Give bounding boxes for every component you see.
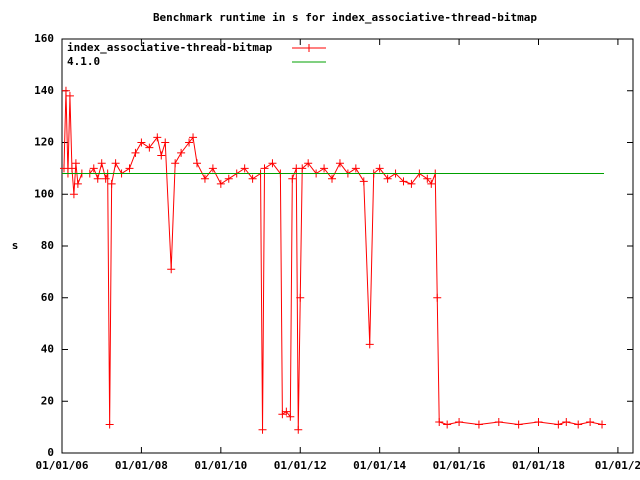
- legend-marker: [305, 44, 313, 52]
- point-marker: [177, 148, 186, 157]
- point-marker: [107, 179, 116, 188]
- point-marker: [554, 420, 563, 429]
- x-tick-label: 01/01/18: [512, 459, 565, 472]
- point-marker: [534, 417, 543, 426]
- point-marker: [157, 151, 166, 160]
- point-marker: [514, 420, 523, 429]
- x-tick-label: 01/01/12: [274, 459, 327, 472]
- y-tick-label: 60: [41, 291, 54, 304]
- point-marker: [137, 138, 146, 147]
- point-marker: [131, 148, 140, 157]
- point-marker: [375, 164, 384, 173]
- y-tick-label: 20: [41, 394, 54, 407]
- point-marker: [161, 138, 170, 147]
- y-tick-label: 0: [47, 446, 54, 459]
- point-marker: [111, 159, 120, 168]
- x-tick-label: 01/01/08: [115, 459, 168, 472]
- point-marker: [258, 425, 267, 434]
- x-tick-label: 01/01/16: [433, 459, 486, 472]
- point-marker: [286, 412, 295, 421]
- point-marker: [586, 417, 595, 426]
- point-marker: [67, 164, 76, 173]
- point-marker: [189, 133, 198, 142]
- point-marker: [455, 417, 464, 426]
- point-marker: [304, 159, 313, 168]
- point-marker: [328, 174, 337, 183]
- point-marker: [435, 417, 444, 426]
- point-marker: [73, 179, 82, 188]
- point-marker: [598, 420, 607, 429]
- point-marker: [474, 420, 483, 429]
- point-marker: [335, 159, 344, 168]
- x-tick-label: 01/01/06: [36, 459, 89, 472]
- point-marker: [562, 417, 571, 426]
- y-tick-label: 120: [34, 136, 54, 149]
- legend-label: index_associative-thread-bitmap: [67, 41, 273, 54]
- x-tick-label: 01/01/14: [353, 459, 406, 472]
- point-marker: [71, 159, 80, 168]
- point-marker: [208, 164, 217, 173]
- point-marker: [248, 174, 257, 183]
- chart-title: Benchmark runtime in s for index_associa…: [153, 11, 537, 24]
- point-marker: [260, 164, 269, 173]
- point-marker: [351, 164, 360, 173]
- point-marker: [59, 164, 68, 173]
- point-marker: [224, 174, 233, 183]
- point-marker: [574, 420, 583, 429]
- point-marker: [365, 340, 374, 349]
- plot-frame: [61, 38, 634, 454]
- point-marker: [443, 420, 452, 429]
- point-marker: [399, 177, 408, 186]
- y-tick-label: 100: [34, 187, 54, 200]
- point-marker: [383, 174, 392, 183]
- x-tick-label: 01/01/10: [194, 459, 247, 472]
- point-marker: [65, 91, 74, 100]
- point-marker: [216, 179, 225, 188]
- x-tick-label: 01/01/2: [595, 459, 640, 472]
- series-line: [63, 90, 603, 430]
- point-marker: [69, 190, 78, 199]
- point-marker: [427, 179, 436, 188]
- y-tick-label: 160: [34, 32, 54, 45]
- point-marker: [294, 425, 303, 434]
- point-marker: [298, 164, 307, 173]
- point-marker: [320, 164, 329, 173]
- y-tick-label: 80: [41, 239, 54, 252]
- point-marker: [93, 174, 102, 183]
- point-marker: [167, 265, 176, 274]
- point-marker: [153, 133, 162, 142]
- point-marker: [359, 177, 368, 186]
- point-marker: [433, 293, 442, 302]
- point-marker: [296, 293, 305, 302]
- point-marker: [97, 159, 106, 168]
- point-marker: [494, 417, 503, 426]
- point-marker: [288, 174, 297, 183]
- point-marker: [101, 174, 110, 183]
- legend-label: 4.1.0: [67, 55, 100, 68]
- point-marker: [240, 164, 249, 173]
- point-marker: [423, 174, 432, 183]
- y-tick-label: 140: [34, 84, 54, 97]
- y-axis-label: s: [12, 239, 19, 252]
- y-tick-label: 40: [41, 343, 54, 356]
- point-marker: [193, 159, 202, 168]
- point-marker: [268, 159, 277, 168]
- point-marker: [61, 86, 70, 95]
- point-marker: [145, 143, 154, 152]
- point-marker: [105, 420, 114, 429]
- point-marker: [89, 164, 98, 173]
- point-marker: [282, 407, 291, 416]
- point-marker: [171, 159, 180, 168]
- point-marker: [200, 174, 209, 183]
- point-marker: [185, 138, 194, 147]
- point-marker: [407, 179, 416, 188]
- point-marker: [125, 164, 134, 173]
